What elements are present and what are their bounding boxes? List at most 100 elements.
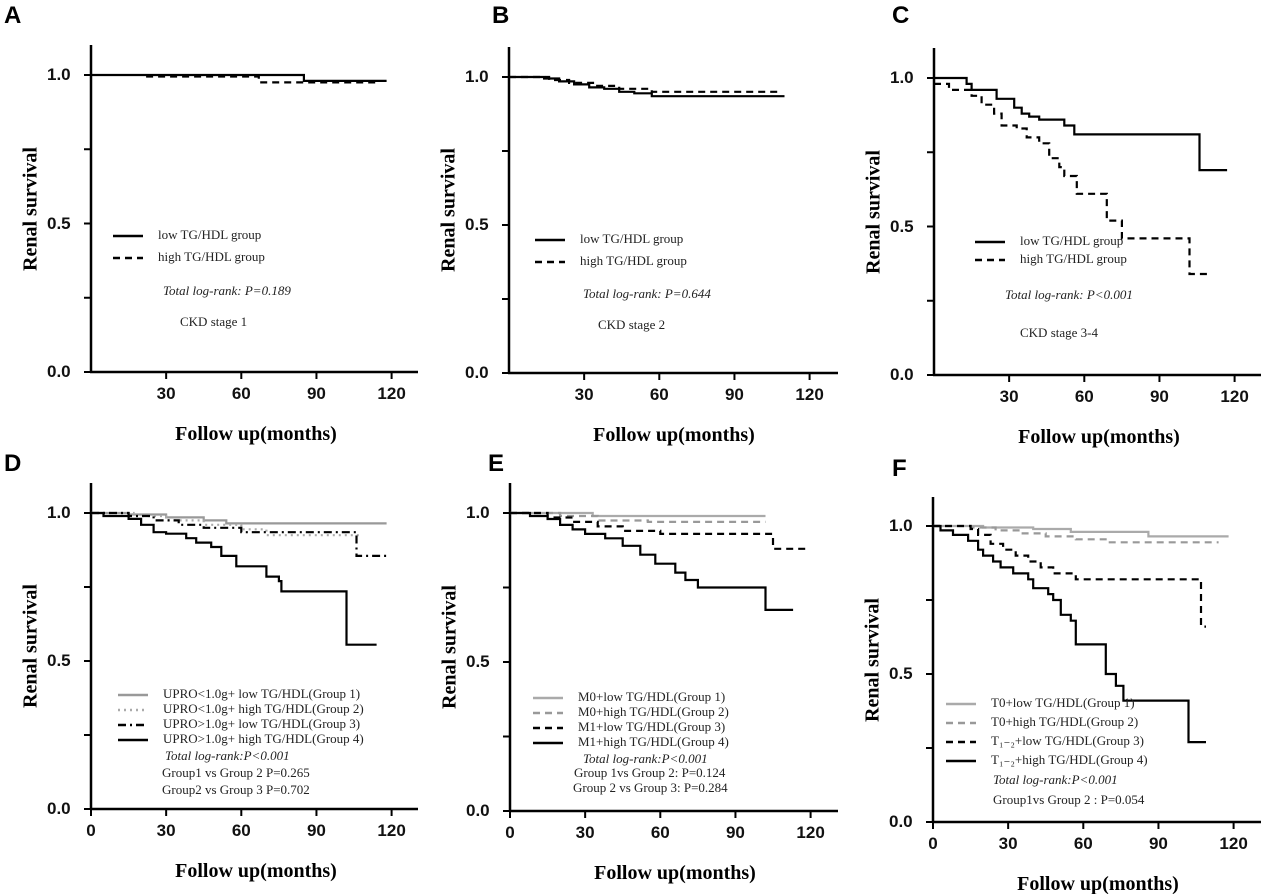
y-axis-label: Renal survival <box>19 584 42 708</box>
panel-letter: A <box>4 2 22 29</box>
series-line-4 <box>933 524 1206 744</box>
legend-label: high TG/HDL group <box>1020 251 1127 266</box>
y-tick-label: 0.5 <box>890 216 914 236</box>
x-tick-label: 30 <box>998 834 1018 853</box>
legend-label: UPRO<1.0g+ low TG/HDL(Group 1) <box>163 686 361 701</box>
series-line-3 <box>91 511 387 557</box>
series-line-2 <box>509 75 780 93</box>
y-axis-label: Renal survival <box>861 597 884 722</box>
annotation-text: Total log-rank:P<0.001 <box>583 751 708 766</box>
legend-label: UPRO>1.0g+ low TG/HDL(Group 3) <box>163 716 361 731</box>
panel-letter: B <box>492 2 510 29</box>
x-axis-label: Follow up(months) <box>175 423 337 445</box>
x-tick-label: 30 <box>574 385 594 404</box>
x-tick-label: 120 <box>1220 387 1249 406</box>
x-tick-label: 90 <box>306 384 326 403</box>
y-tick-label: 0.5 <box>465 215 489 234</box>
panel-letter: C <box>892 2 910 29</box>
x-tick-label: 90 <box>1149 387 1169 406</box>
x-tick-label: 60 <box>649 385 669 404</box>
series-line-3 <box>933 524 1206 628</box>
x-tick-label: 120 <box>377 821 406 840</box>
x-tick-label: 0 <box>505 823 515 842</box>
annotation-text: Total log-rank: P<0.001 <box>1005 287 1133 302</box>
x-tick-label: 120 <box>796 823 825 842</box>
x-tick-label: 60 <box>231 384 251 403</box>
x-tick-label: 60 <box>1074 387 1094 406</box>
x-tick-label: 90 <box>724 385 744 404</box>
panel-letter: F <box>892 455 907 482</box>
y-tick-label: 0.5 <box>889 664 913 683</box>
annotation-text: Total log-rank: P=0.644 <box>583 286 711 301</box>
legend-label: low TG/HDL group <box>158 227 262 242</box>
series-line-1 <box>91 511 387 525</box>
y-tick-label: 0.0 <box>466 801 490 820</box>
annotation-text: CKD stage 1 <box>180 314 248 329</box>
annotation-text: Total log-rank:P<0.001 <box>165 748 290 763</box>
y-tick-label: 1.0 <box>890 68 914 87</box>
y-tick-label: 0.5 <box>466 652 490 671</box>
x-axis-label: Follow up(months) <box>175 860 337 882</box>
annotation-text: CKD stage 2 <box>598 317 666 332</box>
legend-label: T0+low TG/HDL(Group 1) <box>991 695 1135 710</box>
annotation-text: Total log-rank: P=0.189 <box>163 283 291 298</box>
series-line-3 <box>510 511 806 550</box>
x-tick-label: 90 <box>1148 834 1168 853</box>
y-tick-label: 0.0 <box>47 362 71 381</box>
series-line-2 <box>91 511 362 537</box>
panel-letter: E <box>488 450 505 477</box>
series-line-2 <box>933 524 1219 544</box>
x-axis-label: Follow up(months) <box>593 424 755 446</box>
panel-letter: D <box>4 450 22 477</box>
series-line-2 <box>146 75 377 84</box>
x-tick-label: 30 <box>156 384 176 403</box>
series-line-4 <box>510 511 794 611</box>
legend-label: T₁₋₂+high TG/HDL(Group 4) <box>991 752 1148 767</box>
legend-label: high TG/HDL group <box>580 253 687 268</box>
annotation-text: Group2 vs Group 3 P=0.702 <box>162 782 310 797</box>
y-tick-label: 0.5 <box>47 213 71 233</box>
legend-label: T0+high TG/HDL(Group 2) <box>991 714 1139 729</box>
legend-label: M1+low TG/HDL(Group 3) <box>578 719 726 734</box>
legend-label: high TG/HDL group <box>158 249 265 264</box>
series-line-4 <box>91 511 377 646</box>
x-tick-label: 0 <box>86 821 96 840</box>
y-tick-label: 0.0 <box>889 812 913 831</box>
y-tick-label: 0.0 <box>465 363 489 382</box>
series-line-2 <box>510 511 766 523</box>
x-tick-label: 120 <box>795 385 824 404</box>
legend-label: M0+low TG/HDL(Group 1) <box>578 689 726 704</box>
legend-label: low TG/HDL group <box>1020 233 1124 248</box>
x-tick-label: 30 <box>156 821 176 840</box>
annotation-text: Group1 vs Group 2 P=0.265 <box>162 765 310 780</box>
y-tick-label: 0.0 <box>47 799 71 818</box>
series-line-2 <box>934 82 1207 276</box>
annotation-text: Total log-rank:P<0.001 <box>993 772 1118 787</box>
x-tick-label: 120 <box>377 384 406 403</box>
y-tick-label: 0.5 <box>47 651 71 670</box>
x-tick-label: 120 <box>1219 834 1248 853</box>
series-line-1 <box>91 73 387 82</box>
x-tick-label: 90 <box>725 823 745 842</box>
y-tick-label: 1.0 <box>47 65 71 84</box>
x-tick-label: 30 <box>575 823 595 842</box>
y-axis-label: Renal survival <box>438 585 461 709</box>
x-axis-label: Follow up(months) <box>594 862 756 884</box>
y-tick-label: 1.0 <box>466 503 490 522</box>
series-line-1 <box>934 76 1228 172</box>
legend-label: T₁₋₂+low TG/HDL(Group 3) <box>991 733 1144 748</box>
y-tick-label: 1.0 <box>889 516 913 535</box>
y-axis-label: Renal survival <box>19 146 42 271</box>
